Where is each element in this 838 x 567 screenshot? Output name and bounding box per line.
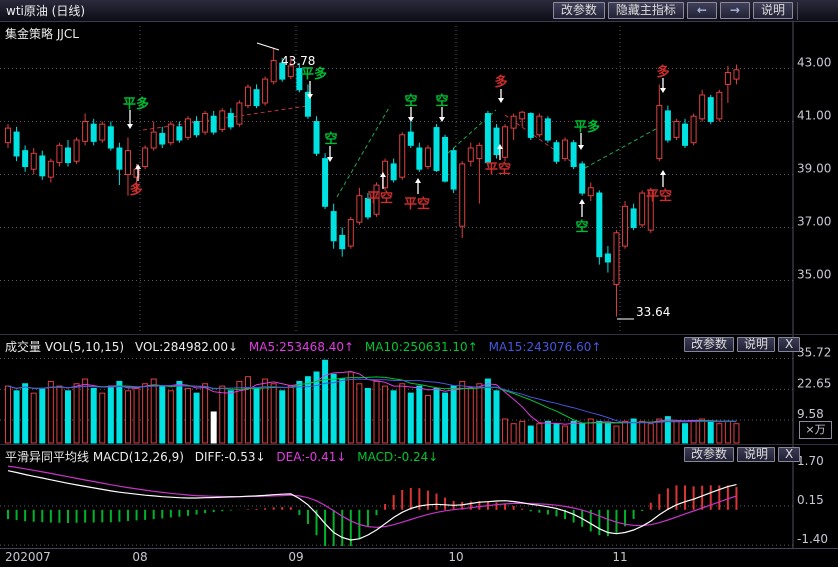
svg-text:08: 08 [132,550,147,564]
volume-ma15-value: MA15:243076.60↑ [488,340,602,354]
macd-close-button[interactable]: X [778,447,801,462]
left-arrow-button[interactable]: ← [686,2,717,19]
signal-up-marker: 多 [129,164,143,198]
svg-text:-1.40: -1.40 [797,532,828,546]
volume-unit-label: ×万 [799,421,832,439]
volume-ma15-line [7,378,737,424]
signal-up-marker: 平空 [485,144,511,177]
svg-text:10: 10 [448,550,463,564]
svg-text:39.00: 39.00 [797,162,831,176]
macd-dea-value: DEA:-0.41↓ [276,450,347,464]
candlestick-series [5,47,740,317]
signal-down-marker: 空 [324,131,338,162]
volume-change-params-button[interactable]: 改参数 [684,337,735,352]
signal-down-marker: 多 [656,64,670,93]
macd-change-params-button[interactable]: 改参数 [684,447,735,462]
signal-down-marker: 平多 [123,96,149,129]
macd-pane [0,465,793,546]
page-title: wti原油 (日线) [6,4,86,18]
signal-down-marker: 平多 [301,66,327,99]
volume-close-button[interactable]: X [778,337,801,352]
pane-separator-1 [0,334,838,335]
macd-macd-value: MACD:-0.24↓ [357,450,439,464]
date-axis: 202007 08 09 10 11 [5,550,628,564]
svg-text:22.65: 22.65 [797,376,831,390]
signal-up-marker: 平空 [404,178,430,212]
svg-text:空: 空 [575,219,588,235]
svg-text:1.70: 1.70 [797,454,824,468]
svg-text:平空: 平空 [367,190,393,206]
macd-pane-header: 平滑异同平均线 MACD(12,26,9) DIFF:-0.53↓ DEA:-0… [5,448,445,465]
volume-help-button[interactable]: 说明 [737,337,776,352]
volume-pane-header: 成交量 VOL(5,10,15) VOL:284982.00↓ MA5:2534… [5,338,608,355]
svg-text:202007: 202007 [5,550,51,564]
macd-indicator-title: 平滑异同平均线 MACD(12,26,9) [5,450,184,464]
svg-text:空: 空 [324,131,337,147]
svg-text:43.00: 43.00 [797,56,831,70]
date-axis-separator [0,548,838,549]
macd-histogram [7,485,738,546]
svg-text:41.00: 41.00 [797,109,831,123]
volume-ma5-value: MA5:253468.40↑ [248,340,355,354]
volume-ma10-value: MA10:250631.10↑ [364,340,478,354]
svg-text:多: 多 [656,64,669,80]
svg-text:35.00: 35.00 [797,268,831,282]
svg-text:空: 空 [435,93,448,109]
title-bar-buttons: 改参数 隐藏主指标 ← → 说明 [550,1,832,20]
svg-text:9.58: 9.58 [797,407,824,421]
pane-separator-2 [0,444,838,445]
svg-text:平多: 平多 [574,119,600,135]
title-bar: wti原油 (日线) 改参数 隐藏主指标 ← → 说明 [0,0,838,22]
signal-down-marker: 空 [404,93,418,122]
svg-text:平空: 平空 [485,161,511,177]
svg-text:11: 11 [612,550,627,564]
macd-help-button[interactable]: 说明 [737,447,776,462]
svg-text:平多: 平多 [301,66,327,82]
signal-up-marker: 空 [575,199,589,235]
signal-up-marker: 平空 [646,170,672,204]
svg-text:37.00: 37.00 [797,215,831,229]
macd-pane-buttons: 改参数 说明 X [684,447,803,462]
strategy-trendlines [142,105,664,198]
signal-down-marker: 平多 [574,119,600,150]
macd-diff-line [7,470,737,541]
svg-text:33.64: 33.64 [636,305,670,319]
main-indicator-label: 集金策略 JJCL [5,27,79,41]
svg-text:09: 09 [288,550,303,564]
price-axis: 43.00 41.00 39.00 37.00 35.00 35.72 22.65 9.58 1… [792,22,831,548]
volume-pane-buttons: 改参数 说明 X [684,337,803,352]
help-button[interactable]: 说明 [752,2,793,19]
volume-ma10-line [7,376,737,424]
svg-text:空: 空 [404,93,417,109]
price-extreme-labels: 43.78 33.64 [256,42,670,320]
svg-text:43.78: 43.78 [281,54,315,68]
signal-down-marker: 多 [494,74,508,103]
signal-up-marker: 平空 [367,172,393,206]
svg-text:平多: 平多 [123,96,149,112]
title-bar-divider [797,1,798,20]
svg-text:平空: 平空 [404,196,430,212]
svg-text:多: 多 [129,182,142,198]
svg-text:平空: 平空 [646,188,672,204]
right-arrow-button[interactable]: → [719,2,750,19]
change-params-button[interactable]: 改参数 [552,2,605,19]
signal-down-marker: 空 [435,93,449,122]
macd-diff-value: DIFF:-0.53↓ [194,450,266,464]
hide-main-indicator-button[interactable]: 隐藏主指标 [607,2,684,19]
macd-dea-line [7,465,737,528]
volume-value: VOL:284982.00↓ [134,340,239,354]
volume-pane [0,358,793,444]
svg-text:35.72: 35.72 [797,346,831,360]
volume-bars [5,359,740,444]
volume-indicator-title: 成交量 VOL(5,10,15) [5,340,125,354]
svg-text:0.15: 0.15 [797,493,824,507]
svg-text:多: 多 [494,74,507,90]
